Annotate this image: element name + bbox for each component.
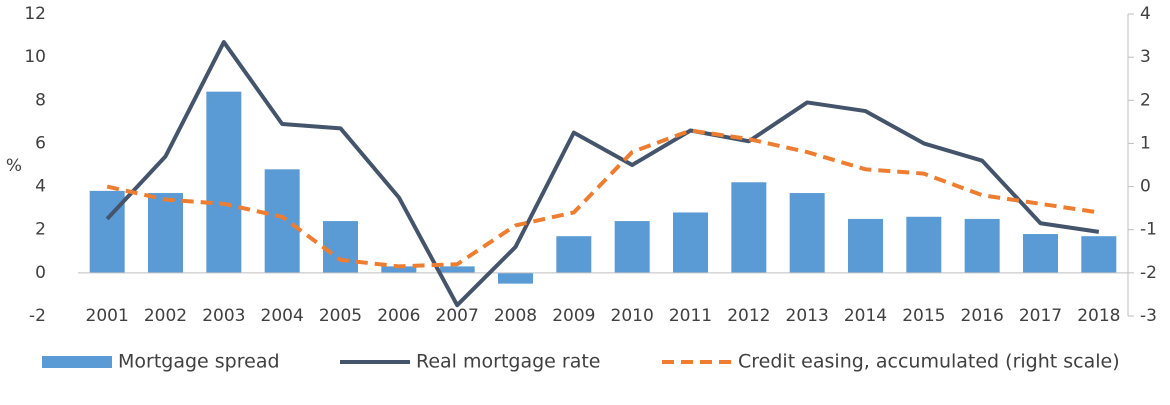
x-tick-label: 2017 <box>1019 306 1062 326</box>
y2-tick-label: -1 <box>1140 220 1157 240</box>
y-tick-label: 10 <box>24 47 46 67</box>
bar <box>789 193 825 273</box>
x-tick-label: 2002 <box>144 306 187 326</box>
x-tick-label: 2006 <box>377 306 420 326</box>
y-tick-label: 8 <box>35 90 46 110</box>
bar <box>848 218 883 273</box>
bar <box>323 221 358 273</box>
bar <box>439 266 475 273</box>
x-tick-label: 2011 <box>669 306 712 326</box>
bar <box>498 272 533 284</box>
x-tick-label: 2010 <box>611 306 654 326</box>
bar <box>148 193 183 273</box>
y-tick-label: 12 <box>24 4 46 24</box>
y-tick-label: 2 <box>35 220 46 240</box>
x-tick-label: 2009 <box>552 306 595 326</box>
bar <box>731 182 767 273</box>
legend-label: Credit easing, accumulated (right scale) <box>738 351 1120 373</box>
bar <box>964 218 1000 273</box>
x-tick-label: 2003 <box>202 306 245 326</box>
x-tick-label: 2001 <box>86 306 129 326</box>
x-tick-label: 2015 <box>902 306 945 326</box>
bar <box>614 221 650 273</box>
line <box>105 40 1100 308</box>
x-tick-label: 2005 <box>319 306 362 326</box>
bar <box>381 266 417 273</box>
y-axis-label: % <box>6 156 22 176</box>
bar <box>206 91 242 273</box>
bar <box>673 212 708 273</box>
x-tick-label: 2008 <box>494 306 537 326</box>
legend-label: Mortgage spread <box>118 351 280 373</box>
y2-tick-label: 0 <box>1140 177 1151 197</box>
x-tick-label: 2012 <box>727 306 770 326</box>
x-tick-label: 2016 <box>961 306 1004 326</box>
y2-tick-label: 3 <box>1140 47 1151 67</box>
x-tick-label: 2004 <box>261 306 304 326</box>
y2-tick-label: -2 <box>1140 263 1157 283</box>
line <box>106 128 1100 269</box>
bar <box>1023 234 1058 273</box>
x-tick-label: 2007 <box>436 306 479 326</box>
legend-label: Real mortgage rate <box>416 351 600 373</box>
x-tick-label: 2014 <box>844 306 887 326</box>
y-tick-label: 4 <box>35 177 46 197</box>
y2-tick-label: 2 <box>1140 90 1151 110</box>
bar <box>556 236 592 273</box>
y2-tick-label: -3 <box>1140 306 1157 326</box>
y-tick-label: -2 <box>29 306 46 326</box>
y2-tick-label: 1 <box>1140 133 1151 153</box>
y-tick-label: 6 <box>35 133 46 153</box>
x-tick-label: 2013 <box>786 306 829 326</box>
x-tick-label: 2018 <box>1077 306 1120 326</box>
y-tick-label: 0 <box>35 263 46 283</box>
legend-swatch <box>42 356 112 368</box>
bar <box>264 169 300 273</box>
y2-tick-label: 4 <box>1140 4 1151 24</box>
bar <box>1081 236 1117 273</box>
bar <box>906 216 942 273</box>
